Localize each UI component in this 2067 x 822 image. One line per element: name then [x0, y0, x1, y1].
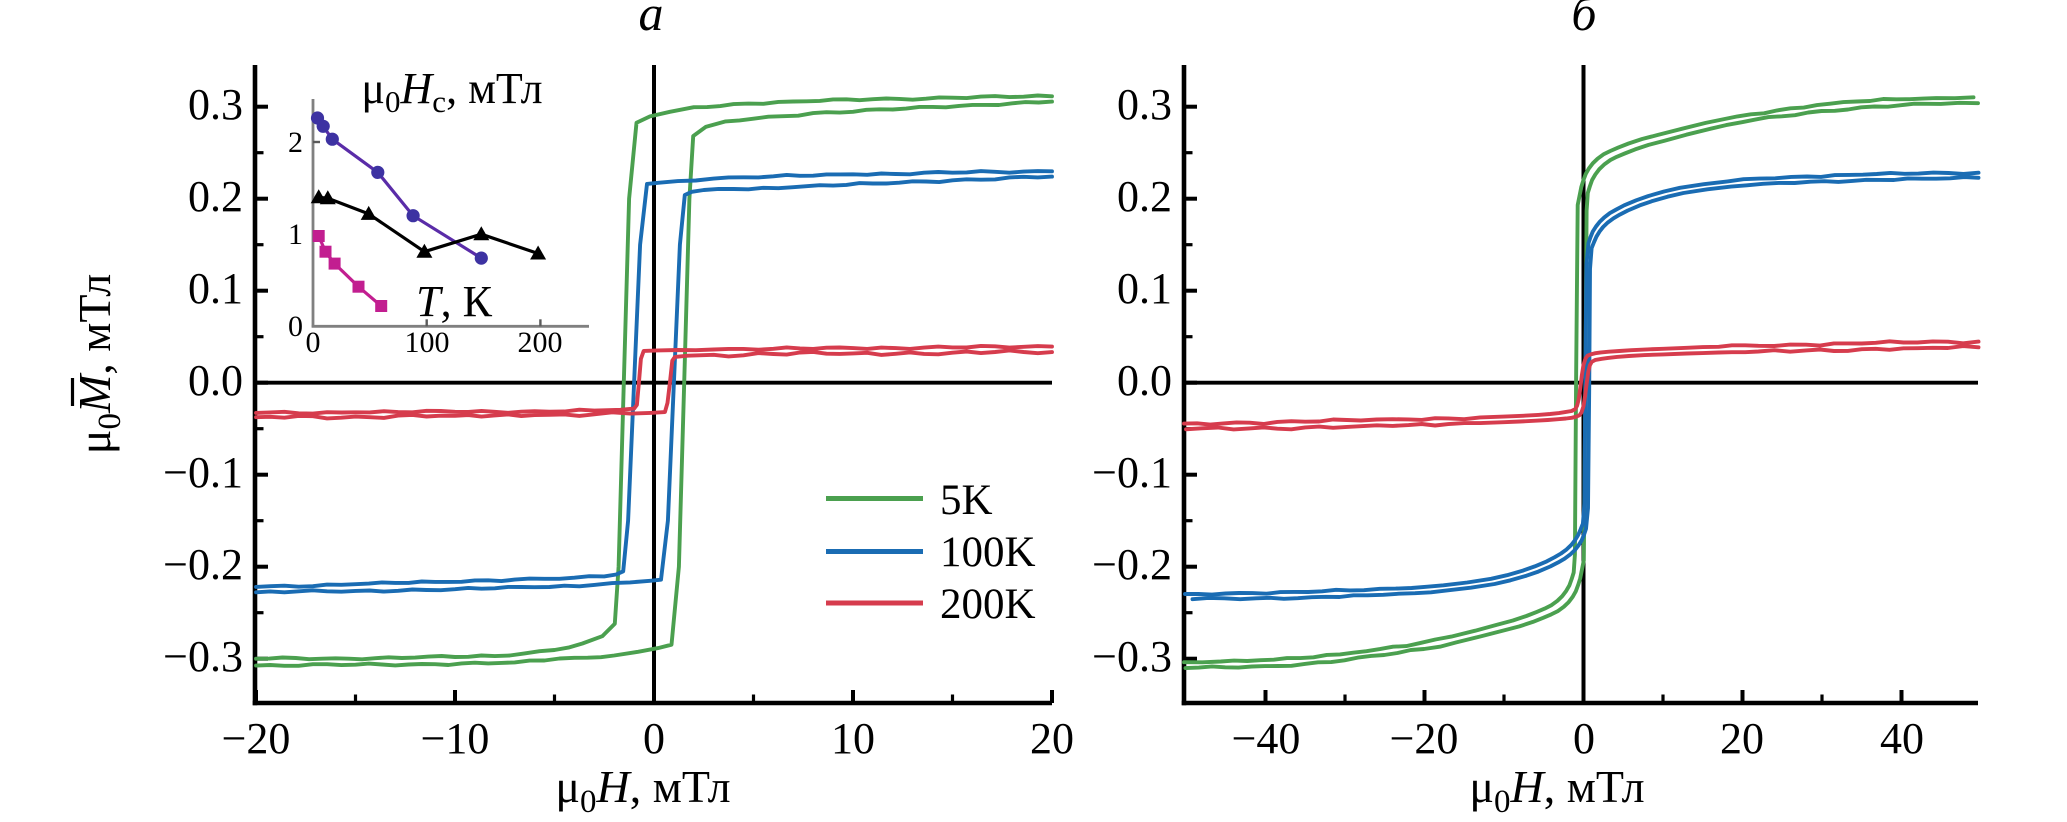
svg-text:б: б	[1571, 0, 1598, 41]
svg-text:0: 0	[1573, 714, 1595, 763]
svg-text:0.2: 0.2	[1117, 172, 1172, 221]
svg-text:20: 20	[1030, 714, 1074, 763]
svg-text:a: a	[639, 0, 664, 41]
svg-text:−0.2: −0.2	[1092, 540, 1172, 589]
svg-text:5K: 5K	[940, 477, 993, 524]
svg-text:200K: 200K	[940, 581, 1036, 628]
svg-text:−10: −10	[421, 714, 490, 763]
svg-text:μ0H, мТл: μ0H, мТл	[1469, 761, 1644, 817]
svg-text:0.2: 0.2	[188, 172, 243, 221]
svg-text:−20: −20	[222, 714, 291, 763]
svg-text:μ0M, мТл: μ0M, мТл	[69, 274, 128, 454]
svg-text:0.3: 0.3	[188, 80, 243, 129]
svg-text:0.1: 0.1	[188, 264, 243, 313]
svg-text:0.0: 0.0	[1117, 356, 1172, 405]
svg-text:200: 200	[518, 326, 563, 359]
svg-text:T, К: T, К	[416, 277, 492, 326]
svg-text:0.1: 0.1	[1117, 264, 1172, 313]
svg-text:0: 0	[643, 714, 665, 763]
svg-text:10: 10	[831, 714, 875, 763]
svg-text:0.3: 0.3	[1117, 80, 1172, 129]
svg-text:0.0: 0.0	[188, 356, 243, 405]
svg-text:20: 20	[1720, 714, 1764, 763]
svg-text:100K: 100K	[940, 529, 1036, 576]
svg-text:0: 0	[306, 326, 321, 359]
svg-text:−0.1: −0.1	[163, 448, 243, 497]
svg-text:−40: −40	[1232, 714, 1301, 763]
svg-text:−0.3: −0.3	[1092, 632, 1172, 681]
svg-text:1: 1	[288, 218, 303, 251]
svg-text:−0.1: −0.1	[1092, 448, 1172, 497]
svg-text:−0.3: −0.3	[163, 632, 243, 681]
svg-text:40: 40	[1880, 714, 1924, 763]
svg-text:−20: −20	[1390, 714, 1459, 763]
svg-text:μ0Hc, мТл: μ0Hc, мТл	[361, 64, 542, 119]
svg-text:0: 0	[288, 310, 303, 343]
svg-text:100: 100	[405, 326, 450, 359]
svg-text:−0.2: −0.2	[163, 540, 243, 589]
svg-text:2: 2	[288, 126, 303, 159]
